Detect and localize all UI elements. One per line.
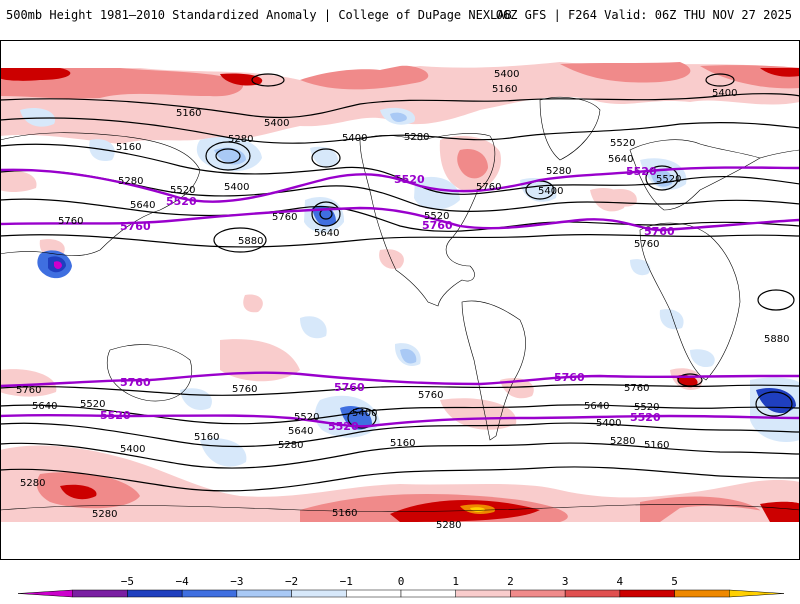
contour-label: 5640 — [32, 401, 57, 412]
contour-label: 5160 — [116, 142, 141, 153]
contour-label: 5160 — [332, 508, 357, 519]
contour-label: 5400 — [352, 408, 377, 419]
colorbar-swatch — [619, 589, 675, 598]
colorbar-swatch — [510, 589, 566, 598]
colorbar: −5 −4 −3 −2 −1 0 1 2 3 4 5 — [0, 568, 800, 600]
contour-label: 5280 — [546, 166, 571, 177]
colorbar-swatch — [564, 589, 621, 598]
contour-label: 5760 — [272, 212, 297, 223]
model-run-label: 06Z GFS | F264 Valid: 06Z THU NOV 27 202… — [495, 8, 792, 22]
colorbar-tick-label: 1 — [452, 575, 459, 588]
contour-label: 5520 — [170, 185, 195, 196]
contour-label: 5280 — [20, 478, 45, 489]
colorbar-swatch — [17, 589, 73, 598]
contour-label-highlight: 5760 — [120, 220, 151, 233]
contour-label-highlight: 5760 — [644, 225, 675, 238]
highlight-contours — [0, 166, 800, 428]
colorbar-tick-label: 2 — [507, 575, 514, 588]
contour-label: 5640 — [314, 228, 339, 239]
colorbar-swatch — [455, 589, 511, 598]
contour-label: 5400 — [120, 444, 145, 455]
contour-label: 5280 — [118, 176, 143, 187]
colorbar-swatch — [729, 589, 785, 598]
contour-label: 5280 — [436, 520, 461, 531]
contour-label: 5520 — [294, 412, 319, 423]
contour-label: 5760 — [16, 385, 41, 396]
map-title: 500mb Height 1981–2010 Standardized Anom… — [6, 8, 512, 22]
contour-label-highlight: 5520 — [394, 173, 425, 186]
colorbar-swatch — [346, 589, 402, 598]
colorbar-swatch — [236, 589, 292, 598]
colorbar-tick-label: 0 — [398, 575, 405, 588]
contour-label: 5280 — [610, 436, 635, 447]
contour-label-highlight: 5520 — [100, 409, 131, 422]
contour-label: 5760 — [624, 383, 649, 394]
contour-label: 5160 — [644, 440, 669, 451]
contour-label: 5160 — [390, 438, 415, 449]
colorbar-tick-label: −2 — [285, 575, 298, 588]
contour-label: 5520 — [634, 402, 659, 413]
contour-label: 5160 — [194, 432, 219, 443]
contour-label: 5520 — [424, 211, 449, 222]
colorbar-swatch — [674, 589, 730, 598]
contour-label: 5640 — [288, 426, 313, 437]
contour-label: 5520 — [610, 138, 635, 149]
colorbar-tick-label: −1 — [340, 575, 353, 588]
anomaly-map: 5400 5160 5400 5160 5280 5400 5160 5400 … — [0, 40, 800, 560]
contour-label: 5880 — [238, 236, 263, 247]
contour-label-highlight: 5520 — [328, 420, 359, 433]
colorbar-swatch — [127, 589, 183, 598]
colorbar-tick-label: −4 — [176, 575, 190, 588]
contour-label: 5760 — [232, 384, 257, 395]
contour-label: 5520 — [656, 174, 681, 185]
contour-labels-black: 5400 5160 5400 5160 5280 5400 5160 5400 … — [16, 69, 789, 531]
contour-label: 5400 — [596, 418, 621, 429]
contour-label-highlight: 5520 — [626, 165, 657, 178]
contour-label-highlight: 5520 — [166, 195, 197, 208]
contour-label: 5760 — [58, 216, 83, 227]
contour-label: 5160 — [492, 84, 517, 95]
contour-label: 5760 — [476, 182, 501, 193]
contour-label: 5400 — [342, 133, 367, 144]
contour-label-highlight: 5760 — [554, 371, 585, 384]
height-contours — [0, 73, 800, 492]
contour-label: 5880 — [764, 334, 789, 345]
contour-label: 5760 — [634, 239, 659, 250]
contour-label: 5400 — [264, 118, 289, 129]
colorbar-tick-label: 4 — [617, 575, 624, 588]
colorbar-swatches — [17, 589, 785, 598]
coastlines — [0, 96, 800, 512]
colorbar-swatch — [72, 589, 128, 598]
colorbar-tick-label: 5 — [671, 575, 678, 588]
contour-label: 5640 — [584, 401, 609, 412]
contour-label: 5640 — [608, 154, 633, 165]
contour-label: 5640 — [130, 200, 155, 211]
contour-labels-purple: 5520 5520 5520 5760 5760 5760 5760 5760 … — [100, 165, 675, 433]
contour-label: 5280 — [278, 440, 303, 451]
contour-label: 5160 — [176, 108, 201, 119]
colorbar-swatch — [400, 589, 456, 598]
contour-label: 5400 — [712, 88, 737, 99]
contour-label-highlight: 5760 — [422, 219, 453, 232]
contour-label: 5400 — [224, 182, 249, 193]
colorbar-tick-label: −3 — [230, 575, 243, 588]
contour-label: 5280 — [228, 134, 253, 145]
contour-label: 5760 — [418, 390, 443, 401]
anomaly-shading — [0, 62, 800, 522]
colorbar-swatch — [291, 589, 347, 598]
colorbar-tick-label: 3 — [562, 575, 569, 588]
contour-label-highlight: 5520 — [630, 411, 661, 424]
colorbar-swatch — [181, 589, 238, 598]
contour-label: 5400 — [538, 186, 563, 197]
contour-label: 5280 — [404, 132, 429, 143]
contour-label: 5400 — [494, 69, 519, 80]
colorbar-tick-labels: −5 −4 −3 −2 −1 0 1 2 3 4 5 — [121, 575, 678, 588]
contour-label: 5280 — [92, 509, 117, 520]
colorbar-tick-label: −5 — [121, 575, 134, 588]
contour-label: 5520 — [80, 399, 105, 410]
header: 500mb Height 1981–2010 Standardized Anom… — [0, 0, 800, 40]
contour-label-highlight: 5760 — [120, 376, 151, 389]
contour-label-highlight: 5760 — [334, 381, 365, 394]
